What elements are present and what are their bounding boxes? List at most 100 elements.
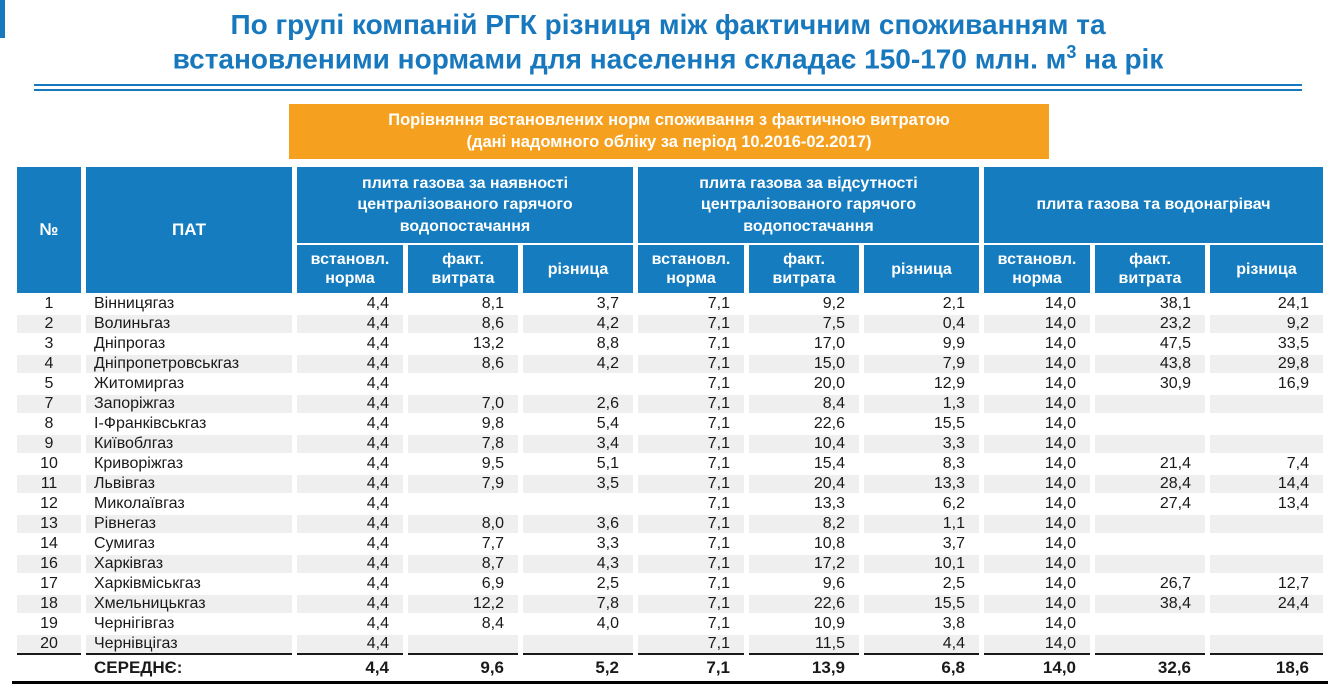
value-cell: 7,1: [707, 335, 730, 353]
value-cell: 4,2: [523, 355, 633, 374]
value-cell: 7,0: [408, 395, 518, 414]
value-cell: 2,5: [596, 575, 619, 593]
table-row: 10 Криворіжгаз 4,4 9,5 5,1 7,1 15,4 8,3 14,0 21,4…: [17, 455, 1323, 473]
row-number: 1: [44, 295, 54, 313]
value-cell: 3,6: [523, 515, 633, 534]
value-cell: 0,4: [864, 315, 979, 334]
average-value-cell: 13,9: [749, 657, 859, 680]
value-cell: 12,7: [1277, 575, 1310, 593]
value-cell: 14,0: [984, 355, 1090, 374]
value-cell: 17,0: [813, 335, 845, 353]
value-cell: 10,4: [749, 435, 859, 454]
value-cell: 20,4: [749, 475, 859, 494]
value-cell: 4,4: [297, 555, 403, 574]
company-name: Миколаївгаз: [94, 495, 185, 513]
value-cell: 4,4: [297, 595, 403, 614]
value-cell: 3,7: [942, 535, 965, 553]
value-cell: 12,9: [933, 375, 965, 393]
value-cell: 9,8: [481, 415, 504, 433]
value-cell: 29,8: [1210, 355, 1324, 374]
value-cell: 2,1: [942, 295, 965, 313]
average-value-cell: 7,1: [638, 657, 744, 680]
subheader-actual-2: факт. витрата: [749, 245, 859, 294]
value-cell: 16,9: [1277, 375, 1310, 393]
value-cell: 33,5: [1277, 335, 1310, 353]
value-cell: 14,0: [1044, 535, 1076, 553]
row-number: 16: [17, 555, 81, 574]
value-cell: 7,1: [707, 455, 730, 473]
row-number: 9: [17, 435, 81, 454]
average-row: СЕРЕДНЄ: 4,4 9,6 5,2 7,1 13,9 6,8 14,0 32,6 18,6: [17, 657, 1324, 680]
table-body: 1 Вінницягаз 4,4 8,1 3,7 7,1 9,2 2,1 14,0 38,1 24,…: [17, 295, 1324, 680]
value-cell: 4,4: [366, 335, 389, 353]
header-group-stove-with-hot-water: плита газова за наявності централізовано…: [297, 167, 633, 244]
value-cell: 2,5: [942, 575, 965, 593]
value-cell: 14,0: [984, 435, 1090, 454]
value-cell: [1210, 555, 1324, 574]
value-cell: 4,4: [366, 615, 389, 633]
table-row: 17 Харківміськгаз 4,4 6,9 2,5 7,1 9,6 2,5 14,0 26…: [17, 575, 1323, 593]
value-cell: [1095, 635, 1205, 656]
value-cell: 4,4: [366, 295, 389, 313]
value-cell: 14,4: [1210, 475, 1324, 494]
value-cell: 13,4: [1277, 495, 1310, 513]
value-cell: 14,0: [984, 635, 1090, 656]
value-cell: 7,1: [638, 355, 744, 374]
value-cell: 14,0: [1044, 455, 1076, 473]
value-cell: 8,4: [749, 395, 859, 414]
value-cell: 8,0: [408, 515, 518, 534]
table-row: 12 Миколаївгаз 4,4 7,1 13,3 6,2 14,0 27,4 13,4: [17, 495, 1323, 513]
value-cell: [408, 495, 518, 513]
value-cell: 14,0: [984, 595, 1090, 614]
value-cell: 4,3: [523, 555, 633, 574]
row-number: 3: [44, 335, 54, 353]
value-cell: 7,1: [638, 395, 744, 414]
value-cell: 4,4: [297, 315, 403, 334]
subheader-actual-3: факт. витрата: [1095, 245, 1205, 294]
consumption-table: № ПАТ плита газова за наявності централі…: [12, 165, 1329, 685]
value-cell: 30,9: [1159, 375, 1191, 393]
value-cell: 20,0: [813, 375, 845, 393]
value-cell: 5,4: [596, 415, 619, 433]
value-cell: 7,5: [749, 315, 859, 334]
table-row: 16 Харківгаз 4,4 8,7 4,3 7,1 17,2 10,1 14,0: [17, 555, 1324, 574]
value-cell: 6,2: [942, 495, 965, 513]
company-name: Криворіжгаз: [94, 455, 184, 473]
table-row: 9 Київоблгаз 4,4 7,8 3,4 7,1 10,4 3,3 14,0: [17, 435, 1324, 454]
company-name: Чернівцігаз: [86, 635, 292, 656]
value-cell: 8,2: [749, 515, 859, 534]
value-cell: 14,0: [984, 555, 1090, 574]
comparison-banner: Порівняння встановлених норм споживання …: [289, 103, 1049, 160]
value-cell: 14,0: [1044, 615, 1076, 633]
value-cell: 4,4: [366, 495, 389, 513]
row-number: 20: [17, 635, 81, 656]
value-cell: [1210, 615, 1323, 633]
average-value-cell: 9,6: [408, 657, 518, 680]
table-row: 18 Хмельницькгаз 4,4 12,2 7,8 7,1 22,6 15,5 14,0…: [17, 595, 1324, 614]
company-name: І-Франківськгаз: [94, 415, 207, 433]
double-divider-line: [34, 83, 1302, 91]
value-cell: 14,0: [1044, 575, 1076, 593]
value-cell: 38,4: [1095, 595, 1205, 614]
value-cell: 3,7: [596, 295, 619, 313]
value-cell: 7,1: [638, 435, 744, 454]
value-cell: 7,1: [707, 295, 730, 313]
value-cell: [1095, 515, 1205, 534]
value-cell: 7,8: [523, 595, 633, 614]
value-cell: 23,2: [1095, 315, 1205, 334]
subheader-diff-3: різница: [1210, 245, 1324, 294]
value-cell: [1095, 555, 1205, 574]
value-cell: [1210, 635, 1324, 656]
value-cell: 24,1: [1277, 295, 1310, 313]
value-cell: 3,8: [942, 615, 965, 633]
banner-line-2: (дані надомного обліку за період 10.2016…: [466, 133, 872, 152]
subheader-diff-2: різница: [864, 245, 979, 294]
company-name: Сумигаз: [94, 535, 155, 553]
value-cell: [1095, 435, 1205, 454]
company-name: Рівнегаз: [86, 515, 292, 534]
value-cell: 7,9: [864, 355, 979, 374]
value-cell: 7,1: [707, 575, 730, 593]
value-cell: 7,1: [707, 615, 730, 633]
table-row: 2 Волиньгаз 4,4 8,6 4,2 7,1 7,5 0,4 14,0 23,2 9,2: [17, 315, 1324, 334]
value-cell: 13,3: [864, 475, 979, 494]
